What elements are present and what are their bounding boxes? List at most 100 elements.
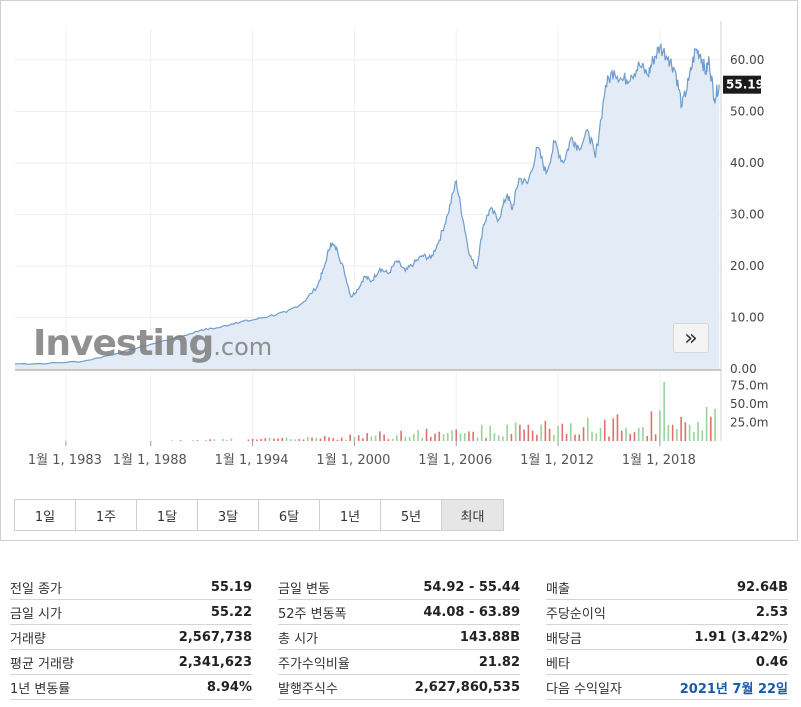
- x-tick-label: 1월 1, 2018: [622, 453, 696, 468]
- volume-bar: [557, 425, 559, 441]
- volume-bar: [268, 437, 271, 441]
- volume-bar: [608, 436, 610, 441]
- stat-label: 52주 변동폭: [278, 606, 347, 622]
- volume-bar: [357, 435, 360, 441]
- stat-row: 1년 변동률 8.94%: [10, 675, 252, 700]
- volume-bar: [311, 437, 313, 441]
- stat-value: 2,627,860,535: [414, 679, 520, 695]
- stat-value: 55.22: [210, 604, 252, 620]
- scroll-forward-button[interactable]: »: [673, 323, 709, 353]
- stat-label: 다음 수익일자: [546, 681, 622, 697]
- x-tick-label: 1월 1, 1988: [113, 453, 187, 468]
- volume-bar: [599, 427, 602, 441]
- volume-bar: [315, 437, 318, 441]
- volume-bar: [302, 439, 305, 441]
- volume-bar: [671, 424, 674, 441]
- stat-row: 발행주식수 2,627,860,535: [278, 675, 520, 700]
- volume-bar: [387, 439, 390, 441]
- volume-bar: [603, 419, 606, 441]
- volume-bar: [493, 433, 496, 441]
- next-earnings-date-link[interactable]: 2021년 7월 22일: [679, 681, 788, 697]
- volume-bar: [400, 430, 402, 441]
- range-tabs: 1일 1주 1달 3달 6달 1년 5년 최대: [14, 499, 504, 531]
- volume-bar: [616, 414, 619, 441]
- volume-bar: [472, 431, 475, 441]
- stat-value: 2,341,623: [178, 654, 252, 670]
- volume-bar: [379, 431, 381, 441]
- volume-bar: [578, 434, 581, 441]
- volume-bar: [213, 439, 216, 441]
- volume-bar: [620, 430, 623, 441]
- price-area: [15, 44, 720, 369]
- volume-bar: [455, 429, 458, 441]
- volume-bar: [531, 430, 534, 441]
- current-price-box: [723, 75, 761, 94]
- stat-value: 2.53: [755, 604, 788, 620]
- stat-row: 매출 92.64B: [546, 575, 788, 600]
- stat-value: 1.91 (3.42%): [694, 629, 788, 645]
- range-tab-1w[interactable]: 1주: [76, 500, 137, 530]
- volume-bar: [362, 438, 364, 441]
- range-tab-5y[interactable]: 5년: [381, 500, 442, 530]
- volume-bar: [319, 438, 322, 441]
- stat-label: 평균 거래량: [10, 656, 74, 672]
- volume-tick-label: 75.0m: [730, 379, 768, 393]
- volume-bar: [663, 381, 665, 441]
- price-line-path: [15, 42, 720, 365]
- stats-column-1: 전일 종가 55.19 금일 시가 55.22 거래량 2,567,738 평균 거래…: [10, 575, 252, 700]
- volume-bar: [510, 433, 513, 441]
- x-tick-label: 1월 1, 2000: [316, 453, 390, 468]
- stat-label: 베타: [546, 656, 570, 672]
- volume-bar: [226, 439, 228, 441]
- stat-row: 주가수익비율 21.82: [278, 650, 520, 675]
- volume-bar: [582, 427, 585, 441]
- volume-bar: [506, 424, 508, 441]
- volume-bar: [340, 437, 343, 441]
- volume-bar: [680, 416, 682, 441]
- volume-bar: [586, 417, 589, 441]
- logo-main: Investing: [33, 323, 214, 364]
- volume-bar: [179, 440, 182, 441]
- volume-bar: [705, 406, 708, 441]
- volume-bar: [366, 433, 368, 441]
- volume-bar: [438, 431, 441, 441]
- volume-bar: [353, 436, 356, 441]
- stat-row: 거래량 2,567,738: [10, 625, 252, 650]
- stat-row: 다음 수익일자 2021년 7월 22일: [546, 675, 788, 700]
- volume-bar: [667, 424, 670, 441]
- volume-bar: [256, 439, 258, 441]
- volume-bar: [247, 439, 250, 441]
- stat-row: 배당금 1.91 (3.42%): [546, 625, 788, 650]
- range-tab-max[interactable]: 최대: [442, 500, 503, 530]
- range-tab-1m[interactable]: 1달: [137, 500, 198, 530]
- volume-bar: [459, 433, 462, 441]
- volume-bar: [574, 434, 576, 441]
- stat-row: 베타 0.46: [546, 650, 788, 675]
- y-tick-label: 50.00: [730, 104, 764, 118]
- volume-bar: [425, 428, 428, 441]
- range-tab-3m[interactable]: 3달: [198, 500, 259, 530]
- stat-row: 52주 변동폭 44.08 - 63.89: [278, 600, 520, 625]
- range-tab-1y[interactable]: 1년: [320, 500, 381, 530]
- volume-bar: [570, 423, 572, 441]
- volume-bar: [391, 438, 394, 441]
- stat-row: 평균 거래량 2,341,623: [10, 650, 252, 675]
- stat-row: 총 시가 143.88B: [278, 625, 520, 650]
- double-chevron-right-icon: »: [684, 325, 698, 351]
- volume-bar: [476, 437, 479, 441]
- volume-bar: [289, 439, 292, 441]
- volume-bar: [629, 434, 632, 441]
- volume-bar: [654, 434, 657, 441]
- volume-bar: [646, 435, 648, 441]
- y-tick-label: 40.00: [730, 156, 764, 170]
- volume-bar: [637, 427, 640, 441]
- stat-row: 전일 종가 55.19: [10, 575, 252, 600]
- price-chart: 60.00 50.00 40.00 30.00 20.00 10.00 0.00 55.19…: [15, 21, 768, 468]
- range-tab-1d[interactable]: 1일: [15, 500, 76, 530]
- price-area-fill: [15, 44, 720, 369]
- y-tick-label: 10.00: [730, 310, 764, 324]
- volume-bar: [642, 427, 644, 441]
- volume-bar: [591, 431, 593, 441]
- range-tab-6m[interactable]: 6달: [259, 500, 320, 530]
- volume-bar: [260, 439, 262, 441]
